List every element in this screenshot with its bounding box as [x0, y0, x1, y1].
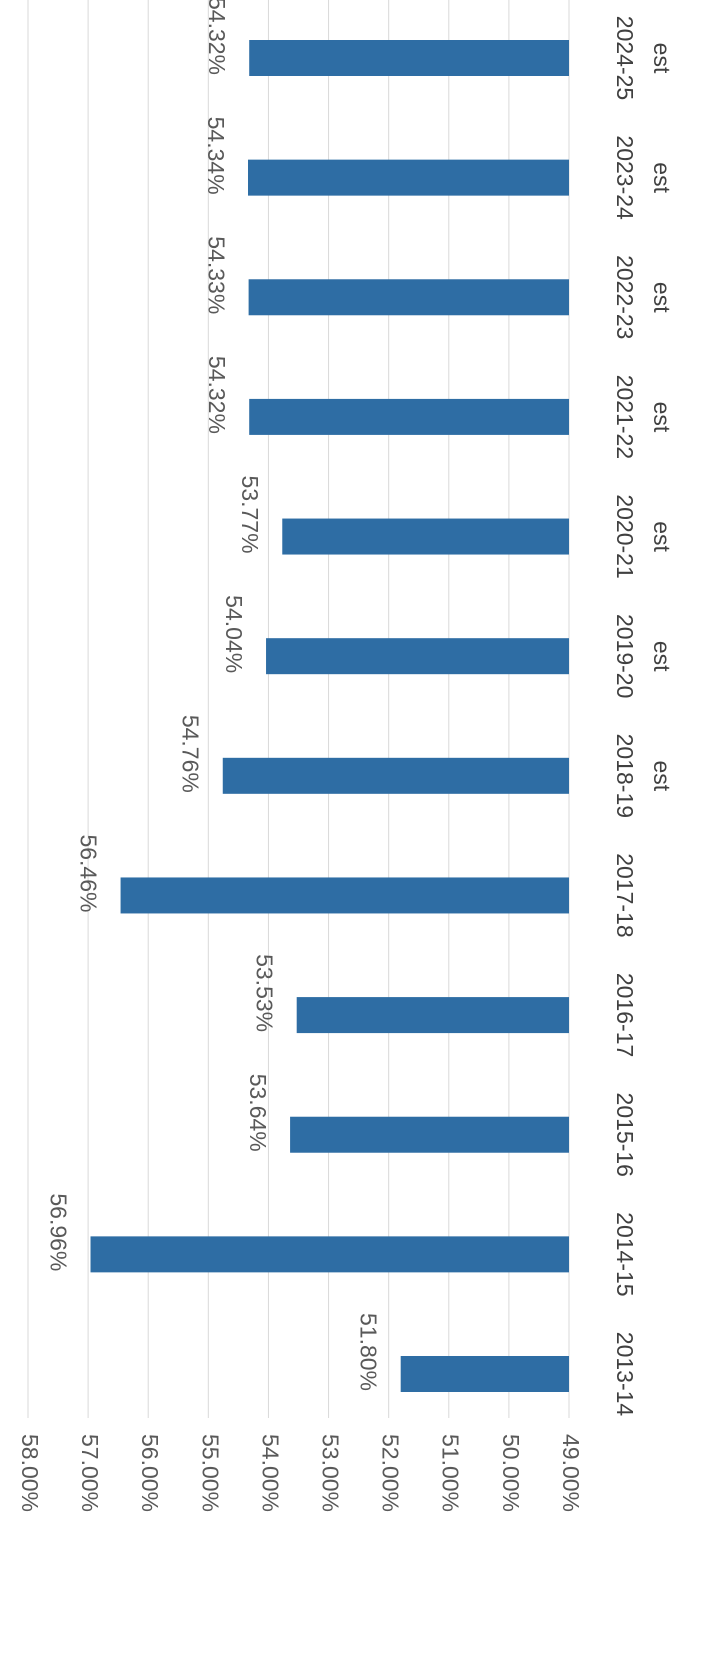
bar — [120, 877, 570, 914]
category-label: est — [649, 162, 675, 193]
gridlines — [27, 0, 570, 1418]
value-tick-label: 49.00% — [558, 1434, 584, 1512]
data-label: 51.80% — [356, 1313, 382, 1391]
data-label: 54.76% — [178, 715, 204, 793]
category-label: 2017-18 — [612, 853, 638, 937]
category-label: est — [649, 521, 675, 552]
category-label: 2020-21 — [612, 494, 638, 578]
data-labels: 51.80% 56.96% 53.64% 53.53% 56.46% 54.76% 54.0… — [45, 0, 381, 1391]
bar — [400, 1356, 569, 1392]
bar — [282, 518, 569, 555]
bar — [248, 279, 569, 316]
data-label: 56.96% — [45, 1193, 71, 1271]
value-tick-label: 55.00% — [197, 1434, 223, 1512]
category-label: 2022-23 — [612, 255, 638, 339]
category-label: 2021-22 — [612, 375, 638, 459]
bar — [248, 159, 570, 196]
bar — [249, 40, 569, 76]
data-label: 54.32% — [204, 0, 230, 75]
bar — [296, 997, 569, 1034]
category-label: 2015-16 — [612, 1093, 638, 1177]
data-label: 54.04% — [221, 595, 247, 673]
bar — [249, 398, 569, 435]
category-label: est — [649, 43, 675, 74]
data-label: 54.33% — [204, 236, 230, 314]
value-tick-label: 54.00% — [257, 1434, 283, 1512]
bar — [266, 638, 569, 675]
value-tick-label: 58.00% — [17, 1434, 43, 1512]
category-label: 2016-17 — [612, 973, 638, 1057]
category-label: est — [649, 641, 675, 672]
data-label: 54.34% — [203, 117, 229, 195]
value-tick-label: 50.00% — [498, 1434, 524, 1512]
bar — [222, 757, 569, 794]
data-label: 53.77% — [237, 476, 263, 554]
category-label: est — [649, 402, 675, 433]
data-label: 53.53% — [252, 954, 278, 1032]
bar — [90, 1236, 569, 1273]
value-tick-label: 52.00% — [378, 1434, 404, 1512]
value-axis-ticks: 58.00% 57.00% 56.00% 55.00% 54.00% 53.00% 52.0… — [17, 1434, 584, 1512]
category-label: 2018-19 — [612, 734, 638, 818]
value-tick-label: 56.00% — [137, 1434, 163, 1512]
data-label: 53.64% — [245, 1074, 271, 1152]
value-tick-label: 57.00% — [77, 1434, 103, 1512]
data-label: 54.32% — [204, 356, 230, 434]
bar — [290, 1116, 569, 1153]
category-axis: 2013-14 2014-15 2015-16 2016-17 2017-18 2018-… — [612, 16, 675, 1417]
category-label: 2014-15 — [612, 1212, 638, 1296]
category-label: est — [649, 282, 675, 313]
category-label: 2013-14 — [612, 1332, 638, 1417]
category-label: 2024-25 — [612, 16, 638, 100]
value-tick-label: 51.00% — [438, 1434, 464, 1512]
category-label: est — [649, 760, 675, 791]
category-label: 2023-24 — [612, 135, 638, 220]
data-label: 56.46% — [75, 834, 101, 912]
bars — [90, 40, 570, 1392]
category-label: 2019-20 — [612, 614, 638, 698]
value-tick-label: 53.00% — [317, 1434, 343, 1512]
